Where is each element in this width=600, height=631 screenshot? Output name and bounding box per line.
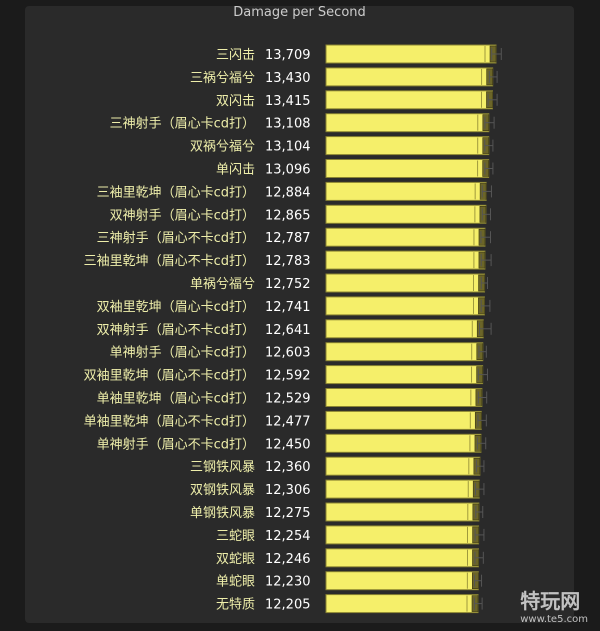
value-label: 12,884 <box>265 185 311 200</box>
bar <box>325 342 484 362</box>
bar <box>325 273 486 293</box>
bar <box>325 594 479 614</box>
category-label: 三袖里乾坤（眉心卡cd打） <box>97 185 255 200</box>
value-label: 12,254 <box>265 529 311 544</box>
category-label: 单袖里乾坤（眉心不卡cd打） <box>84 414 255 429</box>
category-label: 单神射手（眉心不卡cd打） <box>97 436 255 452</box>
bar <box>325 159 490 178</box>
category-label: 双闪击 <box>216 94 255 109</box>
category-label: 双钢铁风暴 <box>190 483 255 498</box>
value-label: 12,477 <box>265 414 311 429</box>
value-label: 13,415 <box>265 94 311 109</box>
category-label: 无特质 <box>216 598 255 613</box>
value-label: 13,104 <box>265 140 311 155</box>
value-label: 12,741 <box>265 300 311 315</box>
value-label: 12,641 <box>265 323 311 338</box>
bar <box>325 410 482 430</box>
value-label: 12,783 <box>265 254 311 269</box>
bar <box>325 90 493 110</box>
value-label: 13,430 <box>265 71 311 86</box>
category-label: 单神射手（眉心卡cd打） <box>110 345 255 361</box>
category-label: 三闪击 <box>216 48 255 63</box>
bar <box>325 456 481 476</box>
value-label: 12,529 <box>265 392 311 407</box>
value-label: 12,275 <box>265 506 311 521</box>
value-label: 12,603 <box>265 346 311 361</box>
value-label: 12,450 <box>265 437 311 452</box>
category-label: 三袖里乾坤（眉心不卡cd打） <box>84 254 255 269</box>
value-label: 12,865 <box>265 208 311 223</box>
category-label: 三祸兮福兮 <box>190 71 255 86</box>
value-label: 13,096 <box>265 163 311 178</box>
bar <box>325 571 479 591</box>
category-label: 三钢铁风暴 <box>190 460 255 475</box>
bar <box>325 502 480 522</box>
category-label: 单蛇眼 <box>216 575 255 590</box>
chart-title: Damage per Second <box>233 5 366 20</box>
category-label: 三神射手（眉心卡cd打） <box>110 116 255 132</box>
bar <box>325 365 484 385</box>
bar <box>325 204 487 224</box>
bar <box>325 250 486 270</box>
category-label: 单钢铁风暴 <box>190 506 255 521</box>
category-label: 双神射手（眉心卡cd打） <box>110 207 255 223</box>
bar <box>325 113 490 133</box>
category-label: 单闪击 <box>216 163 255 178</box>
value-label: 12,592 <box>265 369 311 384</box>
value-label: 12,205 <box>265 598 311 613</box>
category-label: 双神射手（眉心不卡cd打） <box>97 322 255 338</box>
value-label: 12,787 <box>265 231 311 246</box>
category-label: 双袖里乾坤（眉心不卡cd打） <box>84 369 255 384</box>
bar <box>325 136 490 156</box>
bar <box>325 44 497 64</box>
bar <box>325 67 494 87</box>
bar <box>325 525 480 545</box>
bar <box>325 433 482 453</box>
value-label: 12,360 <box>265 460 311 475</box>
category-label: 单祸兮福兮 <box>190 277 255 292</box>
bar <box>325 296 485 316</box>
category-label: 三蛇眼 <box>216 529 255 544</box>
category-label: 单袖里乾坤（眉心卡cd打） <box>97 392 255 407</box>
value-label: 13,709 <box>265 48 311 63</box>
value-label: 12,230 <box>265 575 311 590</box>
category-label: 三神射手（眉心不卡cd打） <box>97 230 255 246</box>
bar <box>325 227 486 247</box>
category-label: 双祸兮福兮 <box>190 140 255 155</box>
category-label: 双袖里乾坤（眉心卡cd打） <box>97 300 255 315</box>
bar <box>325 319 484 339</box>
value-label: 12,752 <box>265 277 311 292</box>
value-label: 13,108 <box>265 117 311 132</box>
category-label: 双蛇眼 <box>216 552 255 567</box>
bar <box>325 548 479 568</box>
bar <box>325 388 483 407</box>
watermark-logo: 特玩网 www.te5.com <box>520 589 588 625</box>
value-label: 12,306 <box>265 483 311 498</box>
bar <box>325 479 480 499</box>
value-label: 12,246 <box>265 552 311 567</box>
bar <box>325 181 487 201</box>
